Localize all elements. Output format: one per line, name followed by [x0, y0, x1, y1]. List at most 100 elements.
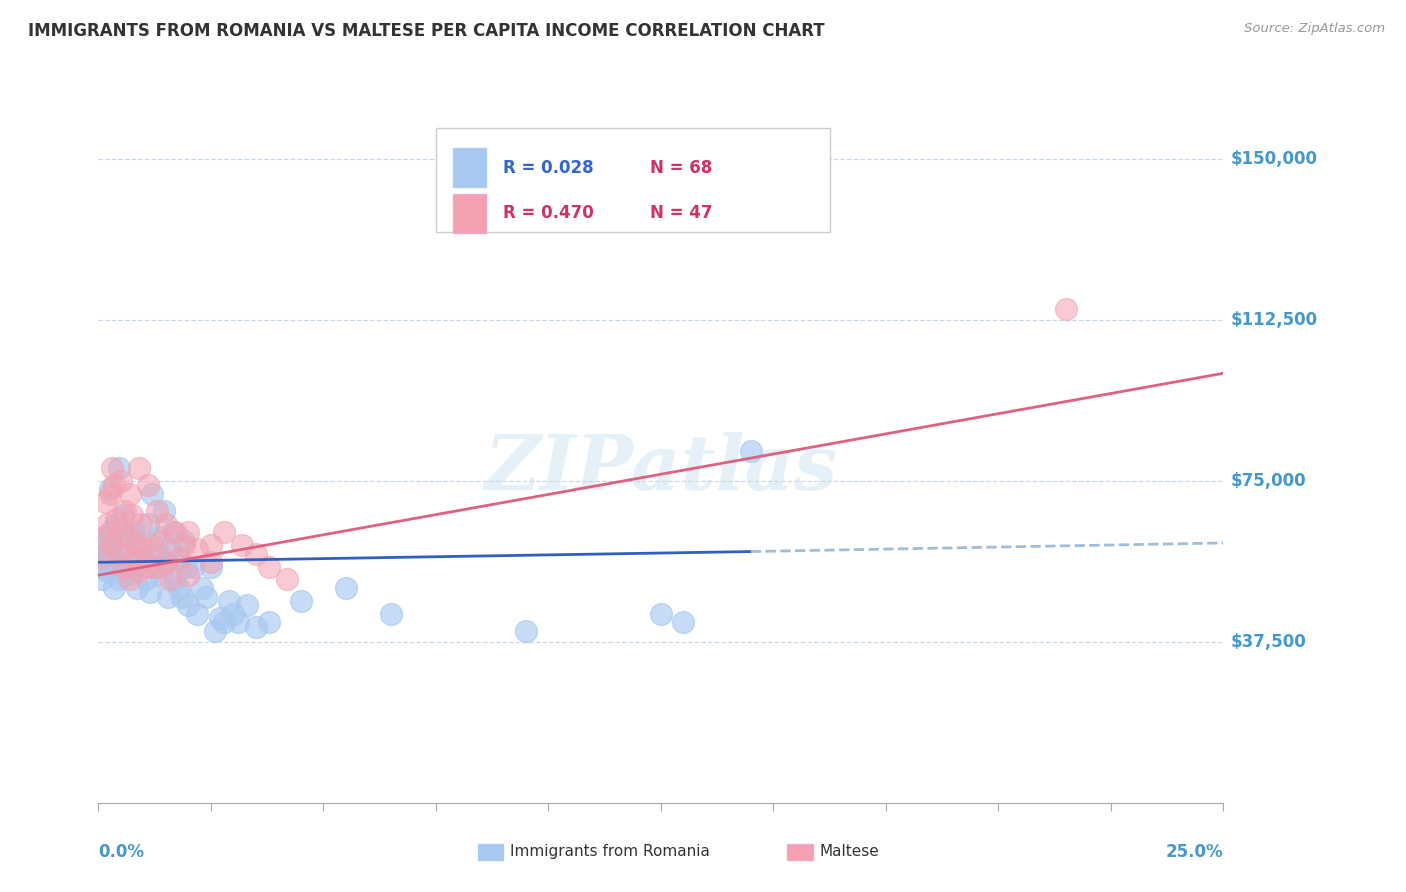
Text: Immigrants from Romania: Immigrants from Romania [510, 845, 710, 859]
Point [141, 538, 163, 552]
Text: N = 68: N = 68 [650, 159, 711, 177]
Point [118, 573, 141, 587]
Point [98, 486, 121, 500]
Point [195, 590, 218, 604]
Point [159, 573, 181, 587]
Point [650, 607, 672, 621]
Point [177, 525, 200, 540]
Point [114, 504, 136, 518]
Point [112, 559, 135, 574]
Point [136, 516, 159, 531]
Point [93, 559, 115, 574]
Point [90, 551, 112, 566]
Point [125, 538, 148, 552]
Point [90, 551, 112, 566]
Point [740, 443, 762, 458]
Point [200, 555, 222, 569]
Point [155, 555, 177, 569]
Point [169, 551, 191, 566]
Text: $112,500: $112,500 [1230, 310, 1317, 328]
Point [98, 525, 121, 540]
Point [152, 504, 174, 518]
Point [100, 555, 122, 569]
Point [155, 555, 177, 569]
Point [170, 590, 193, 604]
Point [143, 559, 166, 574]
Point [107, 573, 129, 587]
Point [128, 564, 150, 578]
Point [515, 624, 537, 638]
Point [166, 551, 188, 566]
Text: IMMIGRANTS FROM ROMANIA VS MALTESE PER CAPITA INCOME CORRELATION CHART: IMMIGRANTS FROM ROMANIA VS MALTESE PER C… [28, 22, 825, 40]
Point [136, 478, 159, 492]
Text: Source: ZipAtlas.com: Source: ZipAtlas.com [1244, 22, 1385, 36]
Bar [453, 194, 486, 233]
Point [96, 529, 118, 543]
Point [245, 620, 267, 634]
Point [117, 529, 139, 543]
Point [155, 516, 177, 531]
Text: R = 0.470: R = 0.470 [503, 204, 595, 222]
Point [150, 533, 173, 548]
Point [98, 483, 121, 497]
Point [135, 573, 157, 587]
Point [335, 581, 357, 595]
Point [186, 607, 208, 621]
Point [169, 581, 191, 595]
Point [177, 599, 200, 613]
Text: N = 47: N = 47 [650, 204, 711, 222]
Point [146, 547, 169, 561]
Text: $37,500: $37,500 [1230, 632, 1306, 651]
Point [174, 559, 197, 574]
Point [208, 611, 231, 625]
Point [124, 525, 146, 540]
Point [101, 533, 124, 548]
Point [118, 486, 141, 500]
Point [96, 516, 118, 531]
Point [290, 594, 312, 608]
Point [214, 525, 236, 540]
Point [218, 594, 240, 608]
Point [121, 508, 143, 522]
Point [103, 478, 125, 492]
Point [128, 559, 150, 574]
Point [245, 547, 267, 561]
Point [141, 486, 163, 500]
Text: Maltese: Maltese [820, 845, 879, 859]
Point [91, 573, 114, 587]
Point [132, 551, 155, 566]
Bar [453, 148, 486, 186]
Point [162, 525, 184, 540]
Point [231, 538, 253, 552]
Point [91, 538, 114, 552]
Point [125, 581, 148, 595]
Point [121, 564, 143, 578]
Point [128, 460, 150, 475]
Point [101, 538, 124, 552]
Point [129, 516, 152, 531]
Point [96, 564, 118, 578]
Point [117, 551, 139, 566]
Point [150, 568, 173, 582]
Point [148, 529, 170, 543]
Text: $150,000: $150,000 [1230, 150, 1317, 168]
Point [110, 474, 132, 488]
Point [114, 568, 136, 582]
Point [139, 585, 162, 599]
Point [214, 615, 236, 630]
Point [94, 495, 117, 509]
Point [107, 460, 129, 475]
Point [259, 615, 281, 630]
Text: ZIPatlas: ZIPatlas [484, 432, 838, 506]
Point [163, 573, 186, 587]
Point [1054, 301, 1077, 316]
Point [259, 559, 281, 574]
Point [101, 460, 124, 475]
Point [91, 529, 114, 543]
Point [222, 607, 245, 621]
Point [173, 533, 195, 548]
Point [103, 581, 125, 595]
Point [186, 542, 208, 557]
FancyBboxPatch shape [436, 128, 830, 232]
Point [110, 547, 132, 561]
